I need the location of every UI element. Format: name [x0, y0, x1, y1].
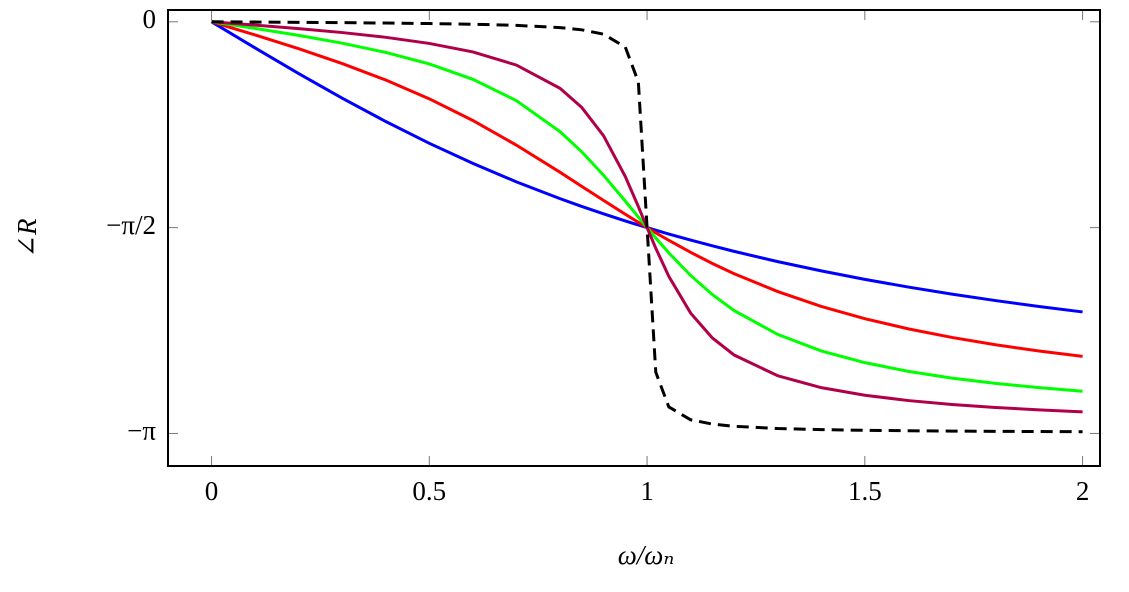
series-line — [211, 20, 1083, 414]
x-tick-label: 0.5 — [412, 476, 446, 506]
x-tick-label: 0 — [205, 476, 219, 506]
x-tick-label: 2 — [1076, 476, 1090, 506]
y-tick-label: −π/2 — [106, 210, 156, 240]
series-line — [211, 20, 1083, 434]
x-tick-label: 1 — [640, 476, 654, 506]
y-tick-label: −π — [127, 416, 156, 446]
plot-frame — [167, 9, 1101, 467]
x-tick-label: 1.5 — [848, 476, 882, 506]
series-line — [211, 20, 1083, 358]
x-axis-label: ω/ωₙ — [618, 540, 675, 570]
y-axis-label: ∠R — [12, 218, 42, 258]
series-line — [210, 20, 1083, 314]
y-tick-label: 0 — [143, 4, 157, 34]
